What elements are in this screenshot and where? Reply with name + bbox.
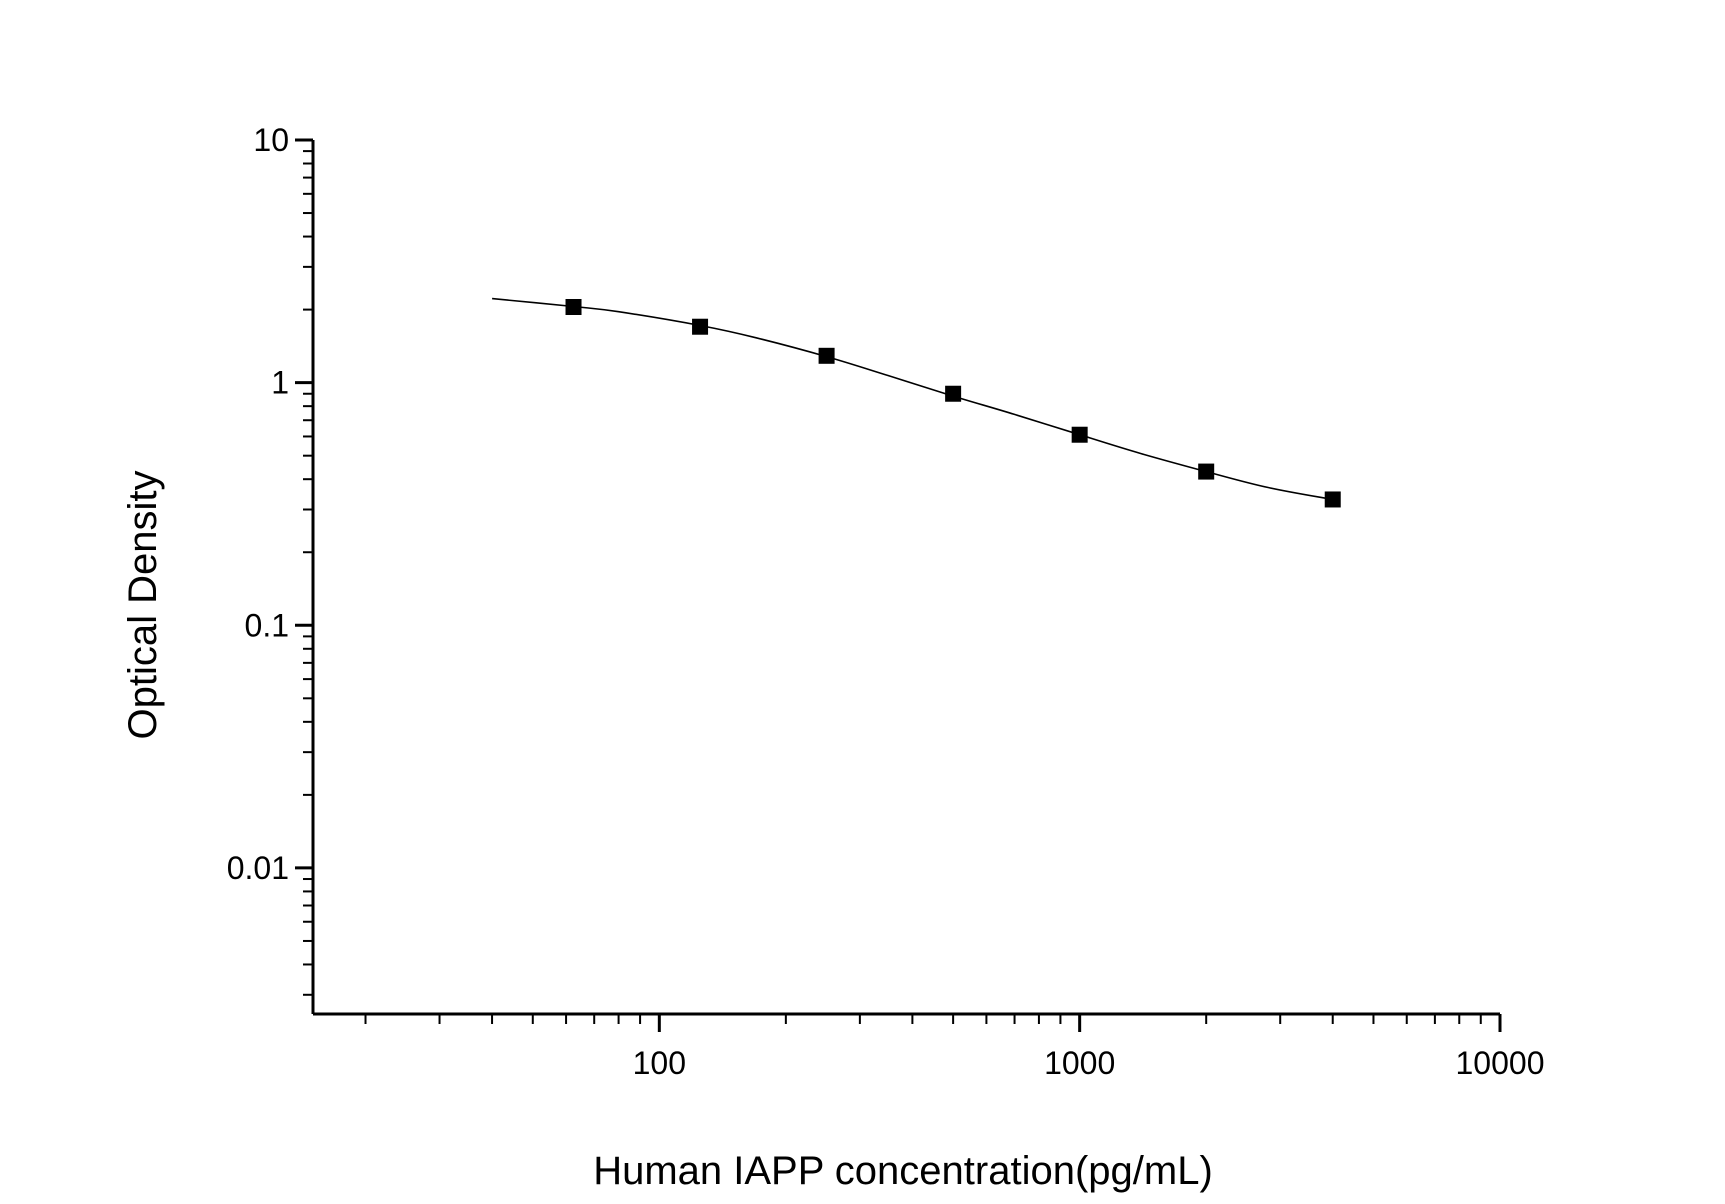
y-tick-label: 0.1 <box>245 607 289 643</box>
y-tick-label: 1 <box>271 365 289 401</box>
y-tick-label: 0.01 <box>227 850 289 886</box>
axes <box>311 140 1500 1016</box>
data-points <box>565 298 1341 508</box>
data-point <box>1324 491 1341 508</box>
y-axis-title: Optical Density <box>121 471 165 740</box>
data-point <box>945 385 962 402</box>
data-point <box>1198 463 1215 480</box>
x-tick-label: 1000 <box>1044 1045 1115 1081</box>
data-point <box>692 318 709 335</box>
fit-curve <box>492 297 1333 501</box>
data-point <box>1071 426 1088 443</box>
ticks: 100 1000 10000 10 1 0.1 0.01 <box>227 122 1545 1081</box>
data-point <box>818 347 835 364</box>
fit-curve-layer <box>492 297 1333 501</box>
x-tick-label: 10000 <box>1456 1045 1545 1081</box>
x-axis-title: Human IAPP concentration(pg/mL) <box>593 1149 1213 1193</box>
data-point <box>565 298 582 315</box>
x-tick-label: 100 <box>633 1045 686 1081</box>
y-tick-label: 10 <box>253 122 289 158</box>
